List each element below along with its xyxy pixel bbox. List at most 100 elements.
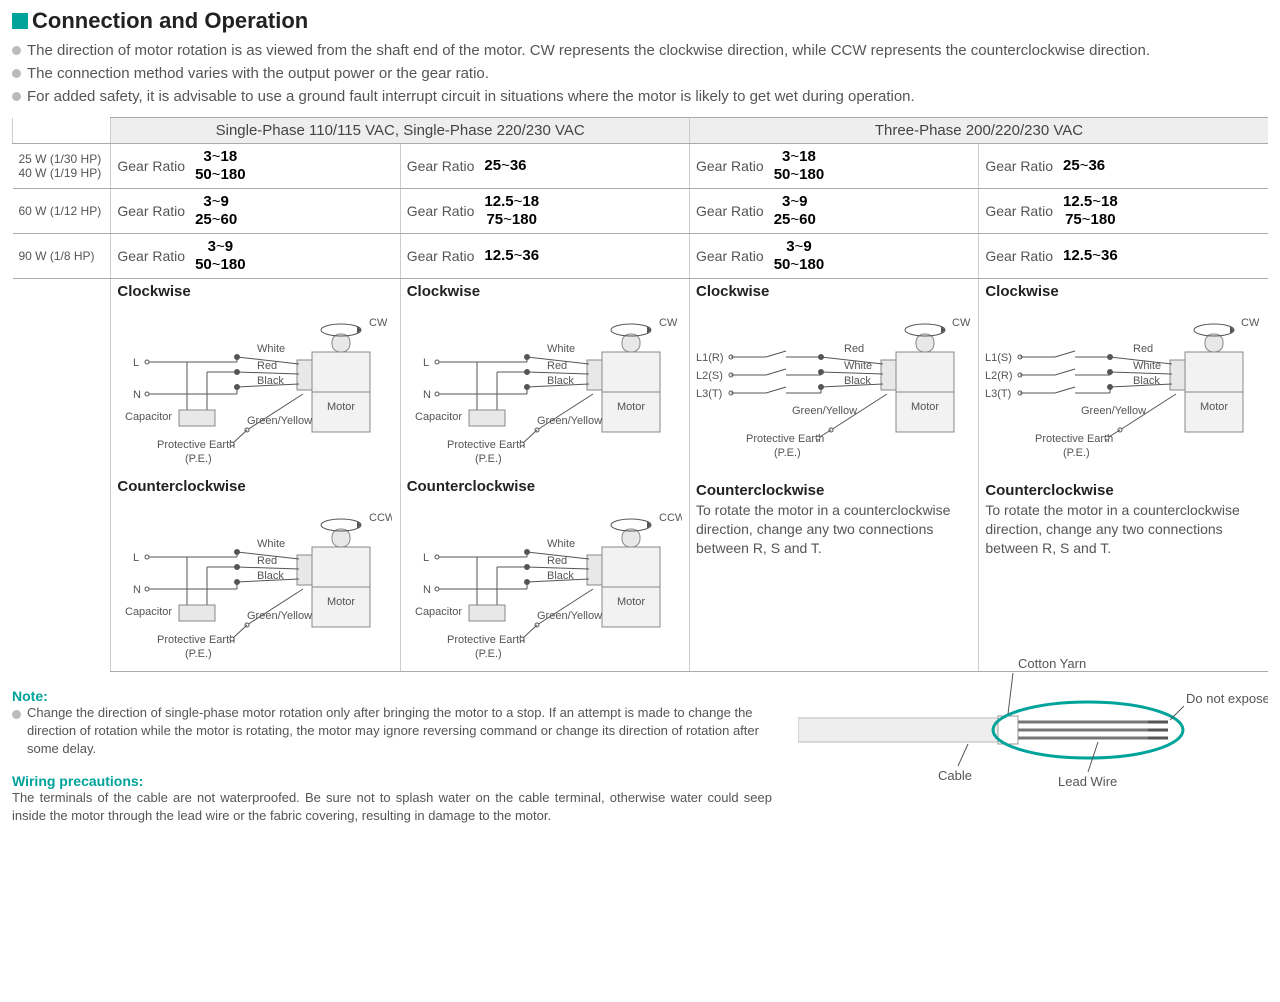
- svg-text:White: White: [1133, 360, 1161, 372]
- gear-ratio-label: Gear Ratio: [117, 248, 185, 264]
- row-label: 60 W (1/12 HP): [13, 189, 111, 234]
- svg-text:Motor: Motor: [327, 401, 355, 413]
- gear-ratio-value: 3~950~180: [195, 238, 245, 274]
- note-text: Change the direction of single-phase mot…: [27, 704, 772, 759]
- svg-text:Black: Black: [844, 375, 871, 387]
- svg-text:Green/Yellow: Green/Yellow: [537, 610, 602, 622]
- svg-text:Capacitor: Capacitor: [415, 411, 462, 423]
- gear-ratio-label: Gear Ratio: [985, 248, 1053, 264]
- svg-text:Protective Earth: Protective Earth: [1035, 433, 1113, 445]
- svg-text:Cotton Yarn: Cotton Yarn: [1018, 656, 1086, 671]
- diagram-cell-1: Clockwise Motor CW White Red Black L N C…: [111, 279, 400, 672]
- diagram-cell-2: Clockwise Motor CW White Red Black L N C…: [400, 279, 689, 672]
- svg-text:Red: Red: [1133, 343, 1153, 355]
- gear-ratio-cell: Gear Ratio 3~1850~180: [690, 144, 979, 189]
- bullet-text: For added safety, it is advisable to use…: [27, 86, 915, 107]
- svg-text:Motor: Motor: [1200, 401, 1228, 413]
- gear-ratio-label: Gear Ratio: [407, 203, 475, 219]
- svg-text:CCW: CCW: [659, 512, 682, 524]
- bullet-icon: [12, 69, 21, 78]
- svg-text:L3(T): L3(T): [696, 388, 722, 400]
- svg-text:Black: Black: [1133, 375, 1160, 387]
- svg-text:CW: CW: [952, 317, 971, 329]
- row-label: 90 W (1/8 HP): [13, 234, 111, 279]
- header-three-phase: Three-Phase 200/220/230 VAC: [690, 118, 1269, 144]
- svg-text:Do not expose to water: Do not expose to water: [1186, 691, 1268, 706]
- three-phase-cw-diagram: Motor CW Red White Black L1(S): [985, 302, 1260, 472]
- svg-text:Motor: Motor: [911, 401, 939, 413]
- bullet-text: The connection method varies with the ou…: [27, 63, 489, 84]
- svg-text:L2(R): L2(R): [985, 370, 1013, 382]
- gear-ratio-value: 3~925~60: [195, 193, 237, 229]
- svg-text:(P.E.): (P.E.): [1063, 447, 1090, 459]
- gear-ratio-label: Gear Ratio: [407, 248, 475, 264]
- three-phase-cw-diagram: Motor CW Red White Black L1(R): [696, 302, 971, 472]
- gear-ratio-value: 3~925~60: [774, 193, 816, 229]
- svg-text:L2(S): L2(S): [696, 370, 723, 382]
- svg-text:N: N: [423, 389, 431, 401]
- svg-text:Protective Earth: Protective Earth: [157, 634, 235, 646]
- gear-ratio-value: 12.5~1875~180: [1063, 193, 1118, 229]
- gear-ratio-cell: Gear Ratio25~36: [400, 144, 689, 189]
- gear-ratio-cell: Gear Ratio3~925~60: [690, 189, 979, 234]
- cw-title: Clockwise: [407, 283, 683, 300]
- intro-bullet: The connection method varies with the ou…: [12, 63, 1268, 84]
- row-label: 25 W (1/30 HP)40 W (1/19 HP): [13, 144, 111, 189]
- gear-ratio-label: Gear Ratio: [985, 203, 1053, 219]
- svg-text:L: L: [133, 552, 139, 564]
- svg-text:Motor: Motor: [617, 401, 645, 413]
- cable-svg: Cotton Yarn Do not expose to water Cable…: [798, 648, 1268, 798]
- gear-ratio-value: 3~950~180: [774, 238, 824, 274]
- svg-text:Green/Yellow: Green/Yellow: [247, 415, 312, 427]
- ccw-three-phase-note: To rotate the motor in a counterclockwis…: [696, 501, 972, 558]
- svg-text:(P.E.): (P.E.): [185, 453, 212, 465]
- svg-text:Capacitor: Capacitor: [125, 411, 172, 423]
- svg-text:Motor: Motor: [327, 596, 355, 608]
- bullet-icon: [12, 92, 21, 101]
- svg-text:White: White: [257, 538, 285, 550]
- svg-text:Cable: Cable: [938, 768, 972, 783]
- gear-ratio-value: 3~1850~180: [195, 148, 245, 184]
- svg-text:Protective Earth: Protective Earth: [157, 439, 235, 451]
- gear-ratio-value: 3~1850~180: [774, 148, 824, 184]
- svg-text:Black: Black: [547, 375, 574, 387]
- gear-ratio-label: Gear Ratio: [407, 158, 475, 174]
- page-title: Connection and Operation: [32, 8, 308, 34]
- svg-text:N: N: [133, 389, 141, 401]
- diagram-cell-3: Clockwise Motor CW Red White Black: [690, 279, 979, 672]
- gear-ratio-value: 12.5~36: [1063, 247, 1118, 265]
- ccw-title: Counterclockwise: [117, 478, 393, 495]
- gear-ratio-cell: Gear Ratio 3~925~60: [111, 189, 400, 234]
- wiring-heading: Wiring precautions:: [12, 773, 778, 789]
- ccw-title: Counterclockwise: [985, 482, 1262, 499]
- single-phase-cw-diagram: Motor CW White Red Black L N Capacitor G…: [117, 302, 392, 472]
- single-phase-ccw-diagram: Motor CCW White Red Black L N Capacitor …: [117, 497, 392, 667]
- gear-ratio-label: Gear Ratio: [117, 158, 185, 174]
- svg-text:N: N: [423, 584, 431, 596]
- bullet-text: The direction of motor rotation is as vi…: [27, 40, 1150, 61]
- gear-ratio-label: Gear Ratio: [696, 158, 764, 174]
- header-single-phase: Single-Phase 110/115 VAC, Single-Phase 2…: [111, 118, 690, 144]
- svg-text:Protective Earth: Protective Earth: [447, 439, 525, 451]
- svg-text:Protective Earth: Protective Earth: [746, 433, 824, 445]
- svg-text:L1(R): L1(R): [696, 352, 724, 364]
- svg-text:CW: CW: [659, 317, 678, 329]
- intro-bullets: The direction of motor rotation is as vi…: [12, 40, 1268, 107]
- svg-text:White: White: [547, 343, 575, 355]
- bullet-icon: [12, 710, 21, 719]
- gear-ratio-cell: Gear Ratio 12.5~1875~180: [979, 189, 1268, 234]
- svg-text:L3(T): L3(T): [985, 388, 1011, 400]
- svg-text:L: L: [423, 552, 429, 564]
- gear-ratio-cell: Gear Ratio12.5~36: [400, 234, 689, 279]
- gear-ratio-label: Gear Ratio: [117, 203, 185, 219]
- svg-text:Black: Black: [547, 570, 574, 582]
- gear-ratio-cell: Gear Ratio 12.5~36: [979, 234, 1268, 279]
- svg-text:Green/Yellow: Green/Yellow: [537, 415, 602, 427]
- svg-text:CCW: CCW: [369, 512, 392, 524]
- svg-text:Red: Red: [257, 555, 277, 567]
- gear-ratio-cell: Gear Ratio12.5~1875~180: [400, 189, 689, 234]
- svg-text:Red: Red: [257, 360, 277, 372]
- svg-text:Capacitor: Capacitor: [125, 606, 172, 618]
- svg-text:Green/Yellow: Green/Yellow: [247, 610, 312, 622]
- svg-text:Lead Wire: Lead Wire: [1058, 774, 1117, 789]
